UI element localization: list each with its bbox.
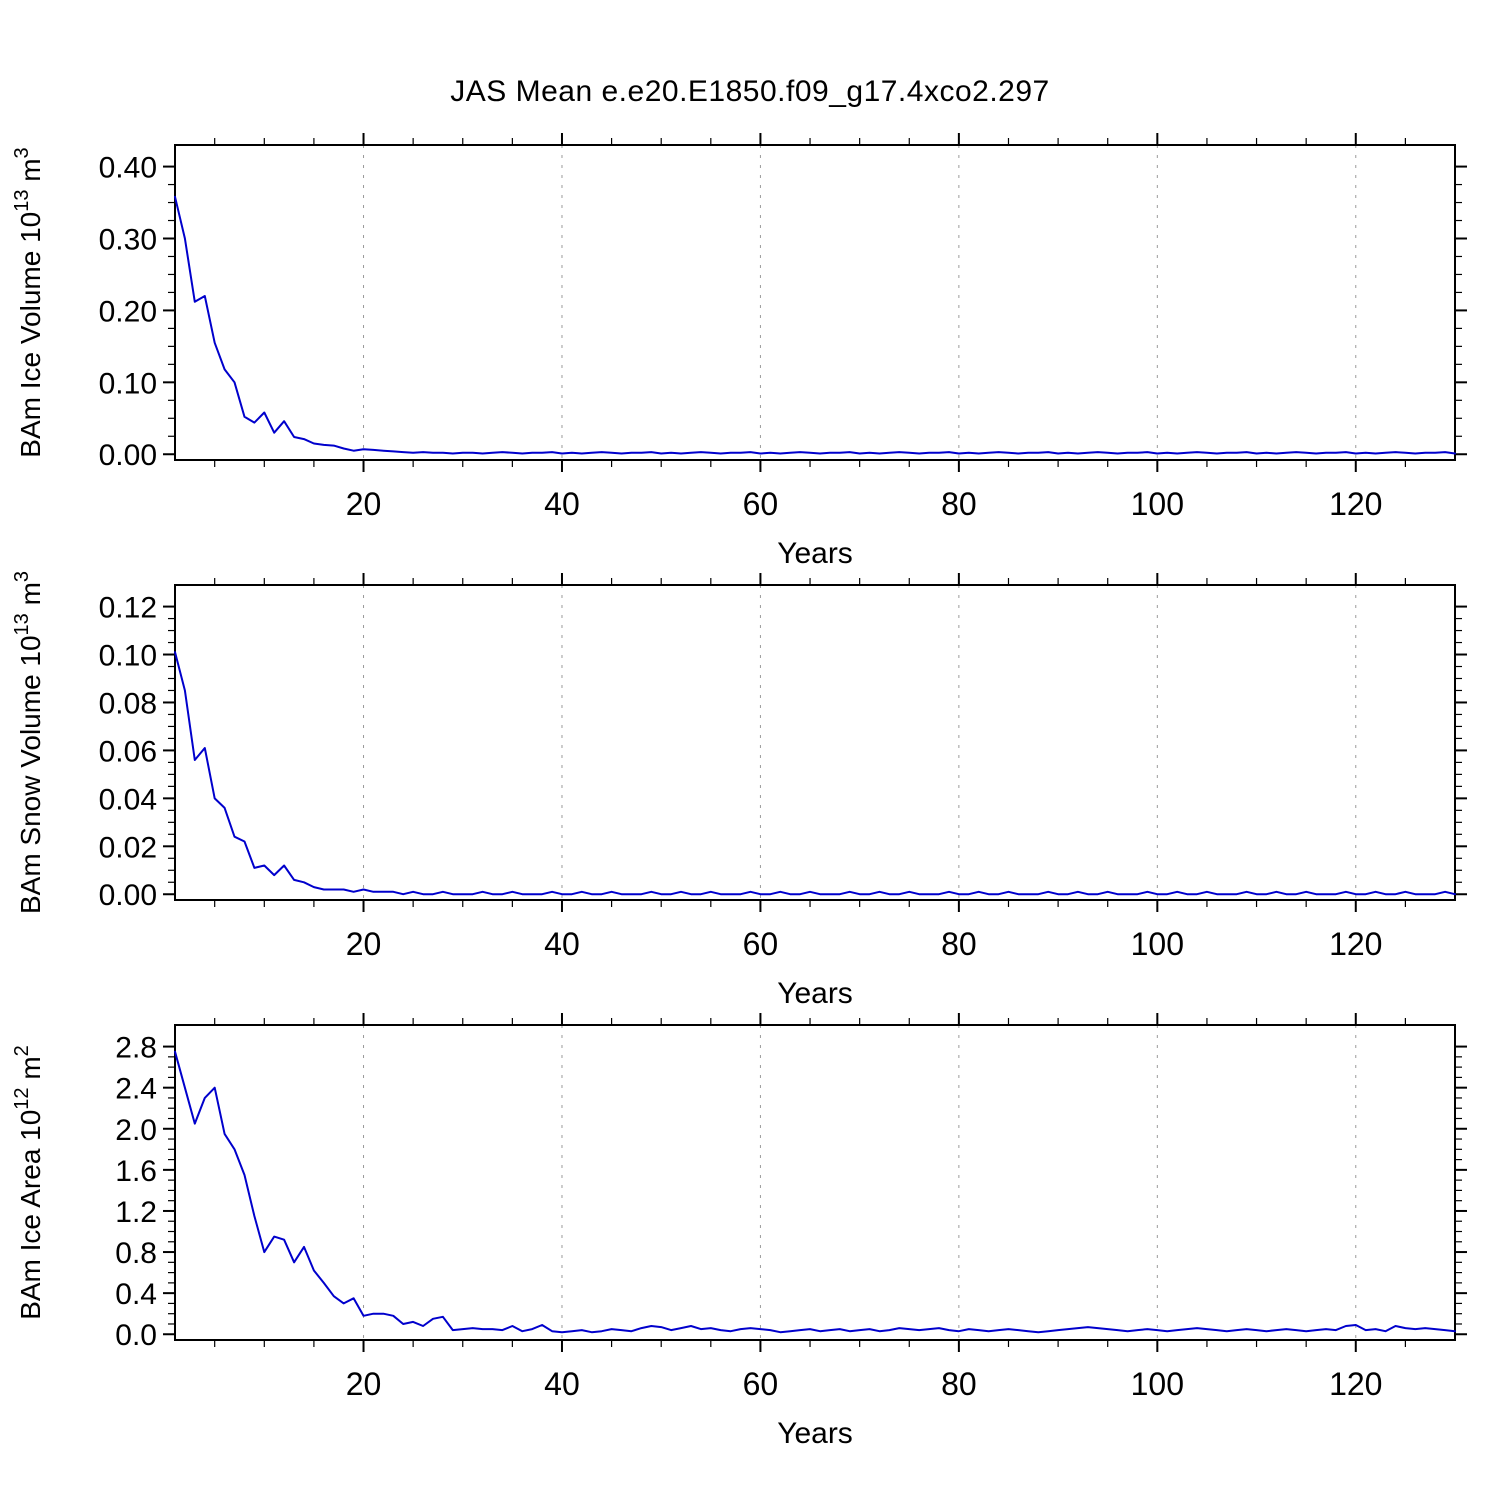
svg-text:1.6: 1.6 xyxy=(115,1155,157,1188)
svg-text:0.20: 0.20 xyxy=(99,295,157,328)
svg-text:40: 40 xyxy=(544,486,580,522)
svg-text:0.8: 0.8 xyxy=(115,1237,157,1270)
svg-text:BAm Snow Volume 1013 m3: BAm Snow Volume 1013 m3 xyxy=(11,571,46,914)
svg-text:100: 100 xyxy=(1131,1366,1184,1402)
svg-text:80: 80 xyxy=(941,926,977,962)
svg-text:0.00: 0.00 xyxy=(99,439,157,472)
svg-text:80: 80 xyxy=(941,1366,977,1402)
svg-text:0.40: 0.40 xyxy=(99,152,157,185)
svg-text:0.4: 0.4 xyxy=(115,1278,157,1311)
svg-text:0.06: 0.06 xyxy=(99,735,157,768)
svg-text:Years: Years xyxy=(777,1417,853,1450)
panel-ice-volume: 20 40 60 80 100 120 0.00 0.10 0.20 0.30 0.40 Years B… xyxy=(0,115,1500,575)
svg-text:120: 120 xyxy=(1329,1366,1382,1402)
svg-text:0.0: 0.0 xyxy=(115,1319,157,1352)
svg-text:60: 60 xyxy=(743,926,779,962)
svg-text:40: 40 xyxy=(544,1366,580,1402)
svg-text:0.04: 0.04 xyxy=(99,783,157,816)
svg-text:BAm Ice Area 1012 m2: BAm Ice Area 1012 m2 xyxy=(11,1045,46,1320)
svg-text:0.02: 0.02 xyxy=(99,831,157,864)
ice-area-chart: 20 40 60 80 100 120 0.0 0.4 0.8 1.2 1.6 2.0 2.4 2.8 Ye… xyxy=(11,1013,1467,1450)
svg-text:100: 100 xyxy=(1131,486,1184,522)
svg-text:2.8: 2.8 xyxy=(115,1032,157,1065)
snow-volume-chart: 20 40 60 80 100 120 0.00 0.02 0.04 0.06 0.08 0.10 0.… xyxy=(11,571,1467,1010)
plot-title: JAS Mean e.e20.E1850.f09_g17.4xco2.297 xyxy=(450,75,1050,108)
svg-text:20: 20 xyxy=(346,486,382,522)
svg-text:0.30: 0.30 xyxy=(99,223,157,256)
svg-text:Years: Years xyxy=(777,977,853,1010)
svg-text:20: 20 xyxy=(346,926,382,962)
svg-text:120: 120 xyxy=(1329,486,1382,522)
svg-text:20: 20 xyxy=(346,1366,382,1402)
panel-snow-volume: 20 40 60 80 100 120 0.00 0.02 0.04 0.06 0.08 0.10 0.… xyxy=(0,555,1500,1015)
svg-text:60: 60 xyxy=(743,486,779,522)
svg-text:60: 60 xyxy=(743,1366,779,1402)
svg-text:0.08: 0.08 xyxy=(99,687,157,720)
svg-text:0.10: 0.10 xyxy=(99,367,157,400)
svg-text:0.00: 0.00 xyxy=(99,879,157,912)
svg-text:40: 40 xyxy=(544,926,580,962)
svg-text:100: 100 xyxy=(1131,926,1184,962)
svg-text:1.2: 1.2 xyxy=(115,1196,157,1229)
svg-text:2.0: 2.0 xyxy=(115,1114,157,1147)
ice-volume-chart: 20 40 60 80 100 120 0.00 0.10 0.20 0.30 0.40 Years B… xyxy=(11,133,1467,570)
svg-text:80: 80 xyxy=(941,486,977,522)
svg-text:2.4: 2.4 xyxy=(115,1073,157,1106)
svg-text:0.12: 0.12 xyxy=(99,592,157,625)
svg-text:120: 120 xyxy=(1329,926,1382,962)
svg-text:Years: Years xyxy=(777,537,853,570)
svg-text:0.10: 0.10 xyxy=(99,640,157,673)
panel-ice-area: 20 40 60 80 100 120 0.0 0.4 0.8 1.2 1.6 2.0 2.4 2.8 Ye… xyxy=(0,995,1500,1455)
svg-text:BAm Ice Volume 1013 m3: BAm Ice Volume 1013 m3 xyxy=(11,147,46,457)
